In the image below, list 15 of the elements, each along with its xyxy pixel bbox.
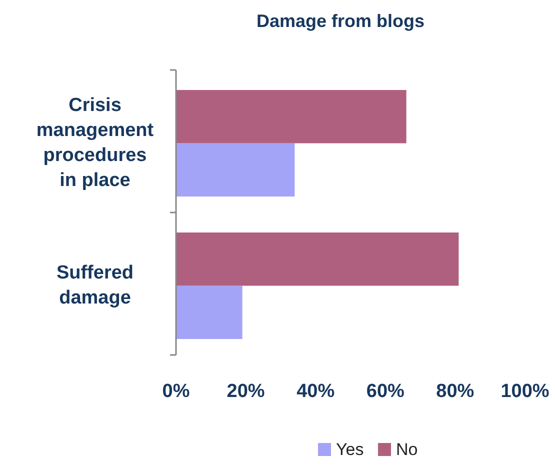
x-tick-label: 60% — [366, 381, 405, 402]
y-tick-label: Suffered damage — [56, 262, 134, 308]
x-tick-label: 0% — [162, 381, 190, 402]
y-tick-label: Crisis management procedures in place — [36, 94, 154, 191]
x-tick-label: 20% — [226, 381, 265, 402]
bar — [176, 232, 459, 286]
x-tick-label: 100% — [500, 381, 550, 402]
bar — [176, 286, 242, 339]
legend-label: No — [396, 440, 418, 459]
bar — [176, 90, 406, 144]
x-tick-label: 80% — [436, 381, 474, 402]
x-tick-label: 40% — [296, 381, 335, 402]
bar — [176, 143, 295, 196]
chart-title: Damage from blogs — [256, 11, 425, 31]
legend-label: Yes — [336, 440, 364, 459]
